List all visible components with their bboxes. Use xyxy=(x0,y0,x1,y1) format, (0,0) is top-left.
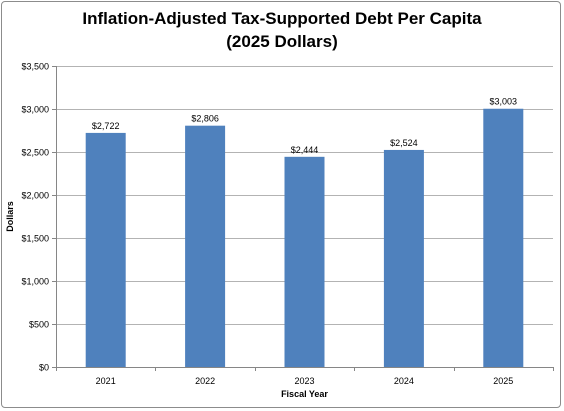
x-tick-label: 2023 xyxy=(294,376,314,386)
bar xyxy=(483,108,524,367)
x-tick-label: 2024 xyxy=(394,376,414,386)
x-axis-label: Fiscal Year xyxy=(281,389,328,399)
y-tick-label: $1,000 xyxy=(21,277,49,287)
y-tick-label: $2,500 xyxy=(21,148,49,158)
y-tick-label: $3,000 xyxy=(21,105,49,115)
bar xyxy=(284,156,325,367)
y-tick-label: $3,500 xyxy=(21,62,49,72)
x-tick-label: 2022 xyxy=(195,376,215,386)
data-label: $2,806 xyxy=(191,114,219,124)
bar xyxy=(383,149,424,367)
y-tick-label: $2,000 xyxy=(21,191,49,201)
y-tick-label: $0 xyxy=(39,363,49,373)
chart-title: Inflation-Adjusted Tax-Supported Debt Pe… xyxy=(82,9,482,28)
chart-subtitle: (2025 Dollars) xyxy=(226,32,338,51)
data-label: $2,444 xyxy=(291,145,319,155)
x-tick-label: 2021 xyxy=(96,376,116,386)
data-label: $3,003 xyxy=(490,97,518,107)
y-tick-label: $1,500 xyxy=(21,234,49,244)
bar xyxy=(185,125,226,368)
data-label: $2,722 xyxy=(92,121,120,131)
y-tick-label: $500 xyxy=(29,320,49,330)
x-tick-label: 2025 xyxy=(493,376,513,386)
y-axis-label: Dollars xyxy=(5,201,15,232)
bars xyxy=(85,108,524,368)
x-axis-ticks: 2021 2022 2023 2024 2025 xyxy=(56,367,554,386)
data-labels: $2,722 $2,806 $2,444 $2,524 $3,003 xyxy=(92,97,517,155)
data-label: $2,524 xyxy=(390,138,418,148)
bar xyxy=(85,132,126,367)
y-axis-ticks: $0 $500 $1,000 $1,500 $2,000 $2,500 $3,000 $3,5… xyxy=(21,62,56,373)
